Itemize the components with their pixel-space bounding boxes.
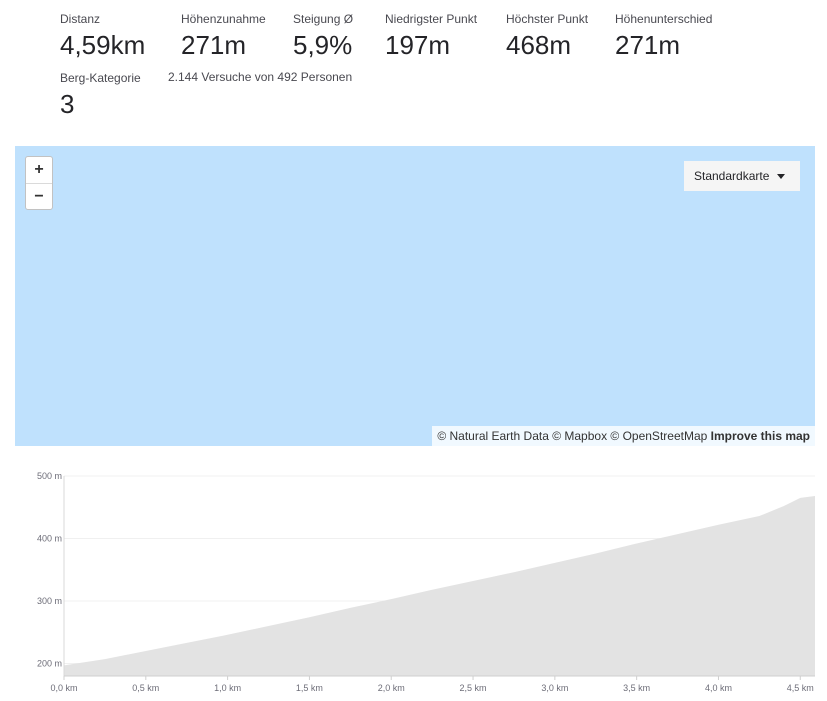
zoom-control: + −: [25, 156, 53, 210]
stat-value: 468m: [506, 30, 572, 60]
x-tick-label: 1,0 km: [214, 683, 241, 693]
zoom-in-button[interactable]: +: [26, 157, 52, 184]
stat-label: Berg-Kategorie: [60, 71, 141, 85]
stat-label: Distanz: [60, 12, 101, 26]
y-tick-label: 200 m: [37, 659, 62, 669]
y-tick-label: 400 m: [37, 534, 62, 544]
x-tick-label: 2,0 km: [378, 683, 405, 693]
stat-distance: Distanz 4,59km: [60, 12, 145, 60]
stat-highest-point: Höchster Punkt 468m: [506, 12, 588, 60]
stat-elevation-difference: Höhenunterschied 271m: [615, 12, 712, 60]
stat-lowest-point: Niedrigster Punkt 197m: [385, 12, 477, 60]
x-tick-label: 0,0 km: [50, 683, 77, 693]
stat-label: Höhenzunahme: [181, 12, 266, 26]
stat-value: 3: [60, 89, 75, 119]
stat-avg-grade: Steigung Ø 5,9%: [293, 12, 353, 60]
zoom-out-button[interactable]: −: [34, 188, 44, 205]
stat-value: 197m: [385, 30, 451, 60]
stat-climb-category: Berg-Kategorie 3: [60, 71, 141, 119]
map-attribution: © Natural Earth Data © Mapbox © OpenStre…: [432, 426, 815, 446]
stat-value: 5,9%: [293, 30, 353, 60]
stat-label: Höhenunterschied: [615, 12, 713, 26]
y-tick-label: 300 m: [37, 596, 62, 606]
elevation-area: [64, 496, 815, 676]
x-tick-label: 3,0 km: [541, 683, 568, 693]
improve-map-link[interactable]: Improve this map: [710, 429, 810, 443]
caret-down-icon: [777, 173, 786, 179]
map-type-dropdown[interactable]: Standardkarte: [684, 161, 800, 191]
elevation-profile-chart[interactable]: 500 m 400 m 300 m 200 m 0,0 km 0,5 km 1,0 km 1,…: [0, 460, 827, 701]
stat-value: 271m: [615, 30, 681, 60]
stat-value: 4,59km: [60, 30, 146, 60]
attempts-count: 2.144 Versuche von 492 Personen: [168, 70, 353, 84]
stat-value: 271m: [181, 30, 247, 60]
x-tick-label: 4,5 km: [787, 683, 814, 693]
stat-label: Höchster Punkt: [506, 12, 589, 26]
x-tick-label: 3,5 km: [623, 683, 650, 693]
x-tick-label: 4,0 km: [705, 683, 732, 693]
map-type-label: Standardkarte: [694, 169, 770, 183]
x-tick-label: 1,5 km: [296, 683, 323, 693]
attribution-text: © Natural Earth Data © Mapbox © OpenStre…: [437, 429, 708, 443]
stat-label: Steigung Ø: [293, 12, 354, 26]
stat-label: Niedrigster Punkt: [385, 12, 478, 26]
map[interactable]: + − Standardkarte © Natural Earth Data ©…: [15, 146, 815, 446]
x-tick-label: 0,5 km: [132, 683, 159, 693]
y-tick-label: 500 m: [37, 471, 62, 481]
x-tick-label: 2,5 km: [460, 683, 487, 693]
stat-elevation-gain: Höhenzunahme 271m: [181, 12, 266, 60]
